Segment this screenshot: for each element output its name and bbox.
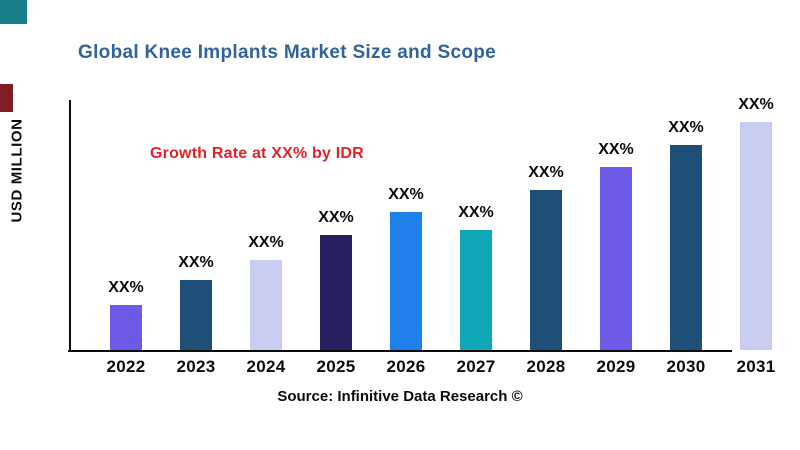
x-tick-label: 2023 — [176, 357, 216, 376]
bar-value-label: XX% — [108, 279, 144, 296]
bar-value-label: XX% — [388, 186, 424, 203]
x-axis-line — [68, 350, 732, 352]
bar-value-label: XX% — [598, 141, 634, 158]
x-tick-label: 2024 — [246, 357, 286, 376]
x-tick-label: 2030 — [666, 357, 706, 376]
bar-value-label: XX% — [668, 119, 704, 136]
bar — [530, 190, 562, 350]
bar-value-label: XX% — [318, 209, 354, 226]
bar-value-label: XX% — [458, 204, 494, 221]
edge-accent-maroon-square — [0, 84, 13, 112]
bar-value-label: XX% — [528, 164, 564, 181]
bar — [390, 212, 422, 350]
bar — [460, 230, 492, 350]
source-note: Source: Infinitive Data Research © — [277, 388, 523, 405]
x-tick-label: 2031 — [736, 357, 776, 376]
corner-accent-teal-square — [0, 0, 27, 24]
x-tick-label: 2025 — [316, 357, 356, 376]
y-axis-line — [69, 100, 71, 352]
x-tick-label: 2022 — [106, 357, 146, 376]
bar-value-label: XX% — [178, 254, 214, 271]
x-tick-label: 2027 — [456, 357, 496, 376]
bar — [740, 122, 772, 350]
x-tick-label: 2026 — [386, 357, 426, 376]
x-tick-label: 2028 — [526, 357, 566, 376]
bar — [670, 145, 702, 350]
bar — [600, 167, 632, 350]
bar — [180, 280, 212, 350]
bar-value-label: XX% — [248, 234, 284, 251]
page-title: Global Knee Implants Market Size and Sco… — [78, 42, 497, 63]
growth-rate-annotation: Growth Rate at XX% by IDR — [150, 145, 364, 162]
x-tick-label: 2029 — [596, 357, 636, 376]
bar — [250, 260, 282, 350]
bar-value-label: XX% — [738, 96, 774, 113]
bar — [320, 235, 352, 350]
y-axis-label: USD MILLION — [8, 118, 26, 223]
bar — [110, 305, 142, 350]
